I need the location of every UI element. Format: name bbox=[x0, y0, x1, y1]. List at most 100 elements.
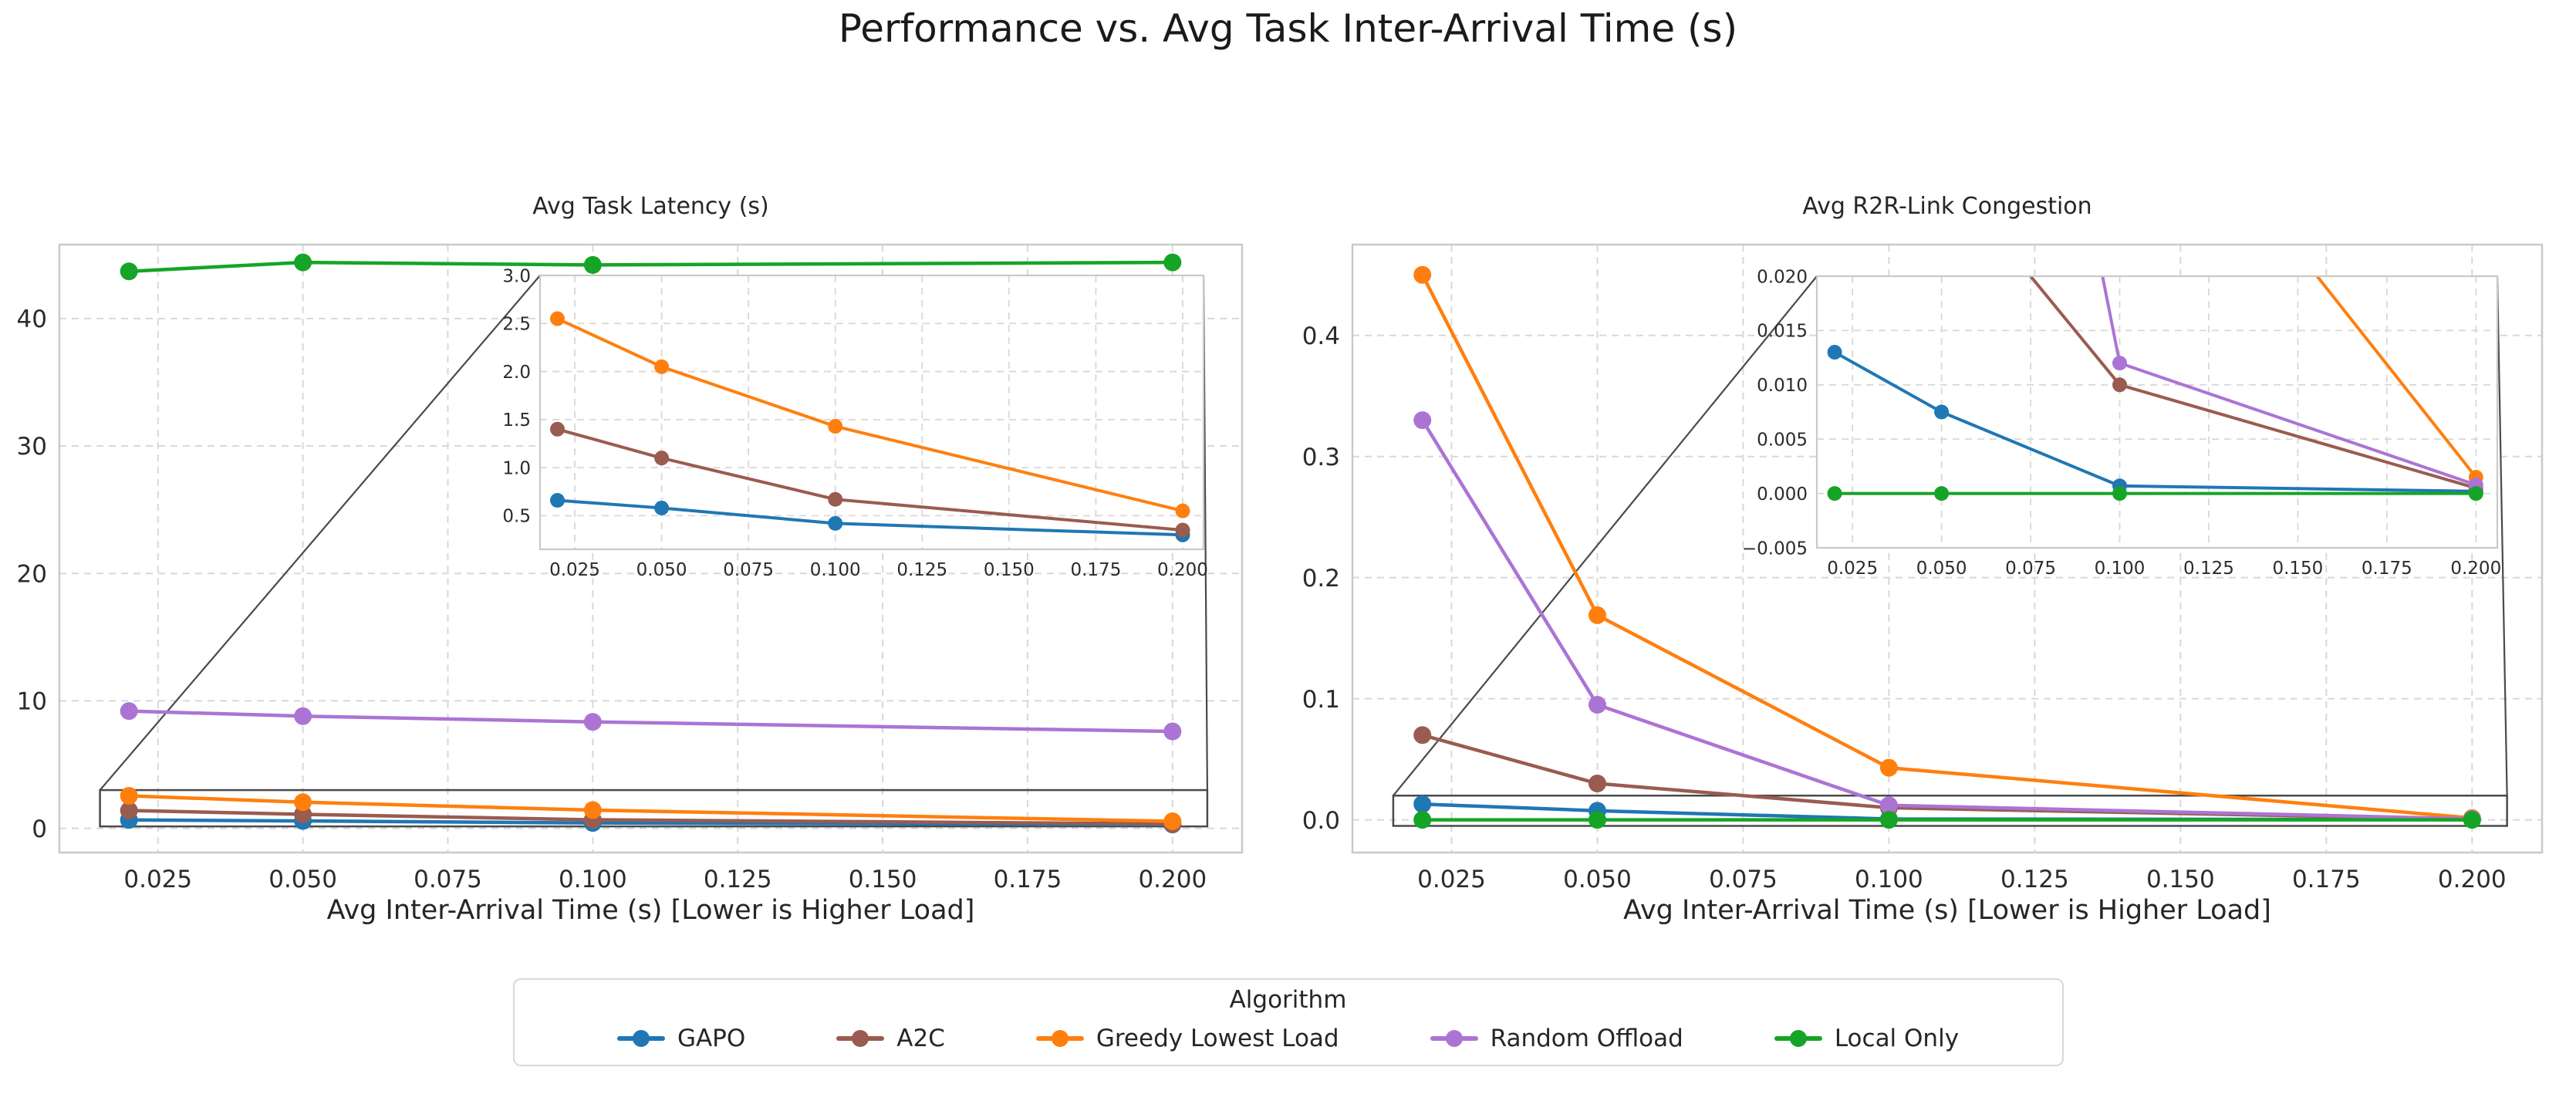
x-tick-label: 0.125 bbox=[2000, 866, 2069, 893]
data-point-marker bbox=[2112, 377, 2128, 393]
x-tick-label: 0.125 bbox=[2183, 559, 2234, 579]
data-point-marker bbox=[828, 515, 843, 531]
x-tick-label: 0.050 bbox=[636, 560, 687, 580]
data-point-marker bbox=[120, 786, 138, 805]
left-panel-title: Avg Task Latency (s) bbox=[532, 193, 769, 220]
y-tick-label: 0.5 bbox=[502, 507, 531, 527]
x-tick-label: 0.150 bbox=[2272, 559, 2323, 579]
data-point-marker bbox=[583, 801, 602, 819]
x-tick-label: 0.025 bbox=[1827, 559, 1878, 579]
legend: Algorithm GAPO A2C Greedy Lowest Load Rando… bbox=[512, 978, 2064, 1066]
x-tick-label: 0.175 bbox=[994, 866, 1062, 893]
x-tick-label: 0.100 bbox=[559, 866, 627, 893]
data-point-marker bbox=[583, 713, 602, 731]
data-point-marker bbox=[654, 359, 670, 374]
y-tick-label: 40 bbox=[17, 306, 47, 333]
legend-item-gapo: GAPO bbox=[616, 1025, 745, 1052]
data-point-marker bbox=[550, 311, 566, 326]
inset-background bbox=[1817, 276, 2497, 548]
data-point-marker bbox=[1175, 522, 1190, 538]
x-tick-label: 0.200 bbox=[2450, 559, 2501, 579]
x-tick-label: 0.025 bbox=[123, 866, 192, 893]
inset-axes: 0.025 0.050 0.075 0.100 0.125 0.150 0.175 0.200… bbox=[1742, 160, 2501, 579]
data-point-marker bbox=[1588, 811, 1606, 829]
legend-marker-icon bbox=[1430, 1028, 1478, 1049]
x-tick-label: 0.175 bbox=[2362, 559, 2412, 579]
panel-1-axes: 0.025 0.050 0.075 0.100 0.125 0.150 0.175 0.200… bbox=[1302, 160, 2544, 893]
data-point-marker bbox=[1413, 411, 1432, 430]
zoom-connector-line bbox=[2496, 275, 2508, 796]
data-point-marker bbox=[1413, 795, 1432, 813]
series-line-a2c bbox=[555, 427, 1184, 532]
data-point-marker bbox=[294, 793, 312, 812]
y-tick-label: −0.005 bbox=[1742, 539, 1808, 559]
main-plot-frame bbox=[1351, 243, 2544, 854]
series-line-random-offload bbox=[127, 709, 1175, 734]
left-x-axis-label: Avg Inter-Arrival Time (s) [Lower is Hig… bbox=[326, 895, 975, 926]
legend-item-local-only: Local Only bbox=[1774, 1025, 1959, 1052]
data-point-marker bbox=[583, 255, 602, 274]
inset-axes: 0.025 0.050 0.075 0.100 0.125 0.150 0.175 0.200… bbox=[502, 266, 1208, 580]
zoom-region-rect bbox=[1392, 794, 2508, 827]
legend-item-greedy-lowest-load: Greedy Lowest Load bbox=[1035, 1025, 1339, 1052]
legend-marker-icon bbox=[1035, 1028, 1084, 1049]
data-point-marker bbox=[2112, 486, 2128, 501]
x-tick-label: 0.050 bbox=[1916, 559, 1967, 579]
x-tick-label: 0.200 bbox=[1138, 866, 1207, 893]
y-tick-label: 2.5 bbox=[502, 315, 531, 335]
legend-marker-icon bbox=[1774, 1028, 1822, 1049]
legend-item-a2c: A2C bbox=[836, 1025, 945, 1052]
data-point-marker bbox=[654, 500, 670, 515]
x-tick-label: 0.025 bbox=[1417, 866, 1486, 893]
y-tick-label: 2.0 bbox=[502, 363, 531, 383]
x-tick-label: 0.175 bbox=[1070, 560, 1121, 580]
x-tick-label: 0.050 bbox=[1563, 866, 1632, 893]
x-tick-label: 0.200 bbox=[1157, 560, 1208, 580]
data-point-marker bbox=[1413, 811, 1432, 829]
series-line-gapo bbox=[127, 818, 1175, 826]
x-tick-label: 0.100 bbox=[1855, 866, 1923, 893]
data-point-marker bbox=[550, 492, 566, 508]
y-tick-label: 0.005 bbox=[1757, 430, 1808, 450]
x-tick-label: 0.075 bbox=[414, 866, 482, 893]
x-tick-label: 0.025 bbox=[549, 560, 600, 580]
y-tick-label: 0.1 bbox=[1302, 686, 1340, 714]
y-tick-label: 0.3 bbox=[1302, 444, 1340, 471]
series-line-a2c bbox=[127, 809, 1175, 826]
data-point-marker bbox=[2463, 811, 2481, 829]
y-tick-label: 0.2 bbox=[1302, 565, 1340, 593]
x-tick-label: 0.175 bbox=[2292, 866, 2361, 893]
data-point-marker bbox=[828, 419, 843, 434]
data-point-marker bbox=[1827, 345, 1842, 360]
series-line-greedy-lowest-load bbox=[127, 794, 1175, 823]
legend-label: Greedy Lowest Load bbox=[1096, 1025, 1339, 1052]
data-point-marker bbox=[1163, 722, 1182, 741]
y-tick-label: 0.020 bbox=[1757, 267, 1808, 287]
y-tick-label: 30 bbox=[17, 433, 47, 461]
x-tick-label: 0.200 bbox=[2438, 866, 2507, 893]
legend-item-random-offload: Random Offload bbox=[1430, 1025, 1683, 1052]
data-point-marker bbox=[654, 451, 670, 466]
y-tick-label: 0.015 bbox=[1757, 322, 1808, 342]
series-line-gapo bbox=[555, 498, 1184, 537]
y-tick-label: 0 bbox=[32, 816, 47, 843]
data-point-marker bbox=[1934, 486, 1950, 501]
legend-marker-icon bbox=[836, 1028, 885, 1049]
series-line-random-offload bbox=[1420, 418, 2474, 821]
data-point-marker bbox=[1413, 726, 1432, 745]
data-point-marker bbox=[1934, 160, 1949, 175]
data-point-marker bbox=[1879, 758, 1898, 777]
legend-title: Algorithm bbox=[1229, 986, 1347, 1014]
data-point-marker bbox=[120, 801, 138, 819]
legend-entries: GAPO A2C Greedy Lowest Load Random Offload L… bbox=[522, 1025, 2054, 1052]
inset-frame bbox=[1815, 275, 2499, 549]
data-point-marker bbox=[1879, 811, 1898, 829]
data-point-marker bbox=[294, 707, 312, 725]
x-tick-label: 0.100 bbox=[810, 560, 861, 580]
x-tick-label: 0.050 bbox=[268, 866, 337, 893]
inset-background bbox=[540, 275, 1204, 549]
data-point-marker bbox=[120, 702, 138, 721]
x-tick-label: 0.075 bbox=[723, 560, 774, 580]
